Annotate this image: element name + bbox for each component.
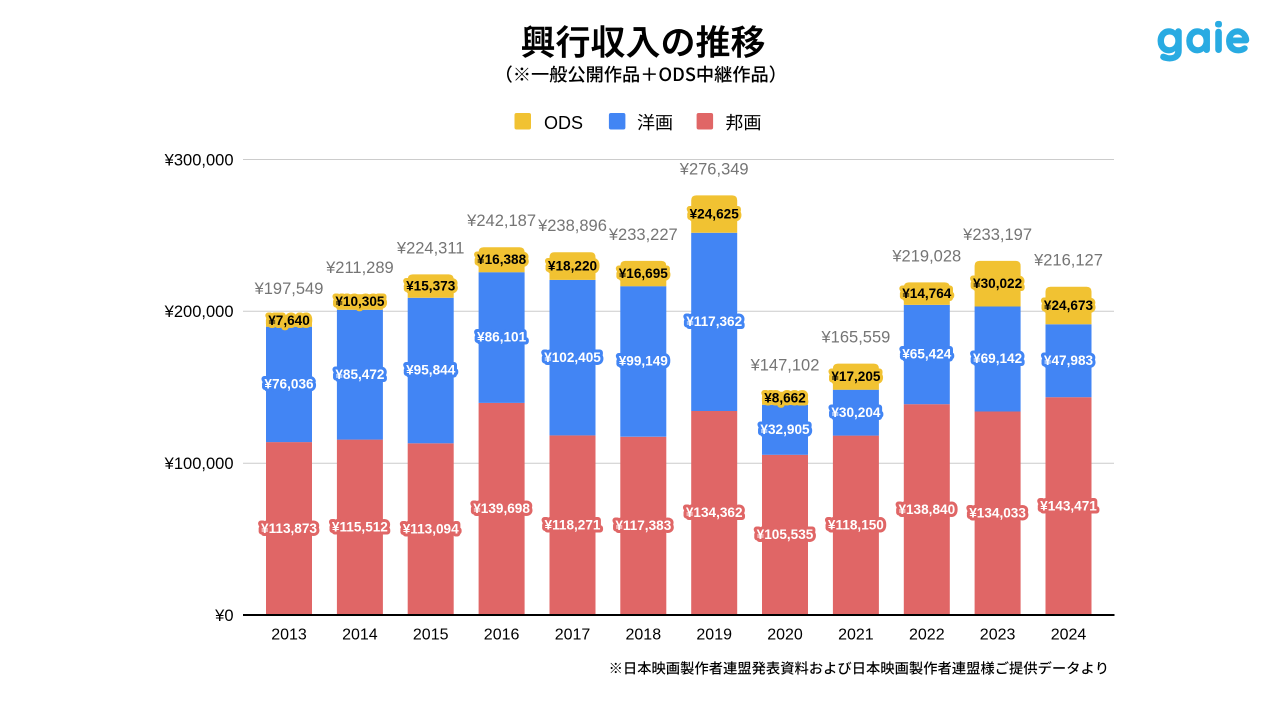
svg-text:¥15,373: ¥15,373: [406, 278, 456, 293]
svg-text:2018: 2018: [626, 627, 662, 644]
svg-text:¥95,844: ¥95,844: [406, 363, 456, 378]
svg-text:¥197,549: ¥197,549: [254, 280, 324, 298]
svg-text:¥242,187: ¥242,187: [466, 212, 536, 230]
svg-text:2019: 2019: [696, 627, 732, 644]
svg-text:2013: 2013: [271, 627, 307, 644]
svg-text:¥300,000: ¥300,000: [164, 151, 234, 169]
svg-text:¥102,405: ¥102,405: [544, 350, 601, 365]
svg-text:¥113,873: ¥113,873: [261, 521, 317, 536]
svg-text:2016: 2016: [484, 627, 520, 644]
svg-text:¥233,197: ¥233,197: [962, 226, 1032, 244]
svg-text:¥117,362: ¥117,362: [686, 314, 742, 329]
svg-text:¥165,559: ¥165,559: [820, 329, 890, 347]
svg-text:2022: 2022: [909, 627, 945, 644]
svg-text:¥47,983: ¥47,983: [1044, 353, 1094, 368]
svg-text:2021: 2021: [838, 627, 874, 644]
svg-text:¥76,036: ¥76,036: [264, 377, 314, 392]
svg-text:¥219,028: ¥219,028: [891, 247, 961, 265]
svg-text:¥139,698: ¥139,698: [473, 501, 530, 516]
svg-text:¥224,311: ¥224,311: [396, 239, 465, 257]
svg-text:¥16,388: ¥16,388: [477, 252, 527, 267]
svg-text:¥233,227: ¥233,227: [608, 226, 678, 244]
svg-text:¥211,289: ¥211,289: [325, 259, 394, 277]
svg-text:¥18,220: ¥18,220: [548, 258, 597, 273]
svg-text:¥8,662: ¥8,662: [764, 390, 806, 405]
svg-text:¥134,362: ¥134,362: [686, 505, 743, 520]
svg-text:2024: 2024: [1051, 627, 1087, 644]
svg-text:¥0: ¥0: [214, 607, 233, 625]
svg-text:2023: 2023: [980, 627, 1016, 644]
svg-text:2014: 2014: [342, 627, 378, 644]
svg-text:¥17,205: ¥17,205: [831, 369, 881, 384]
svg-text:¥10,305: ¥10,305: [335, 294, 385, 309]
svg-text:¥30,204: ¥30,204: [831, 405, 881, 420]
svg-text:¥200,000: ¥200,000: [164, 303, 234, 321]
svg-text:2020: 2020: [767, 627, 803, 644]
svg-text:¥14,764: ¥14,764: [902, 286, 952, 301]
svg-text:¥115,512: ¥115,512: [332, 520, 388, 535]
svg-text:¥24,625: ¥24,625: [690, 206, 740, 221]
svg-text:¥24,673: ¥24,673: [1044, 298, 1094, 313]
svg-text:¥105,535: ¥105,535: [757, 527, 814, 542]
svg-text:¥69,142: ¥69,142: [973, 351, 1023, 366]
svg-text:¥117,383: ¥117,383: [615, 518, 671, 533]
svg-text:¥238,896: ¥238,896: [537, 217, 607, 235]
svg-text:¥118,150: ¥118,150: [828, 518, 884, 533]
svg-text:¥99,149: ¥99,149: [619, 354, 669, 369]
svg-text:¥118,271: ¥118,271: [545, 517, 601, 532]
svg-text:¥32,905: ¥32,905: [760, 422, 810, 437]
svg-text:¥100,000: ¥100,000: [164, 455, 234, 473]
svg-text:¥134,033: ¥134,033: [969, 505, 1026, 520]
svg-text:¥16,695: ¥16,695: [619, 266, 669, 281]
svg-text:¥113,094: ¥113,094: [403, 521, 459, 536]
svg-text:¥276,349: ¥276,349: [679, 160, 749, 178]
svg-text:2017: 2017: [555, 627, 591, 644]
svg-text:¥138,840: ¥138,840: [898, 502, 955, 517]
svg-text:¥7,640: ¥7,640: [268, 313, 310, 328]
svg-text:¥216,127: ¥216,127: [1033, 252, 1103, 270]
svg-text:¥147,102: ¥147,102: [750, 357, 820, 375]
svg-text:ODS: ODS: [544, 113, 583, 133]
svg-text:¥65,424: ¥65,424: [902, 347, 952, 362]
svg-text:¥86,101: ¥86,101: [477, 330, 527, 345]
svg-text:¥143,471: ¥143,471: [1040, 498, 1097, 513]
svg-text:¥85,472: ¥85,472: [335, 367, 385, 382]
svg-text:2015: 2015: [413, 627, 449, 644]
svg-text:¥30,022: ¥30,022: [973, 276, 1023, 291]
